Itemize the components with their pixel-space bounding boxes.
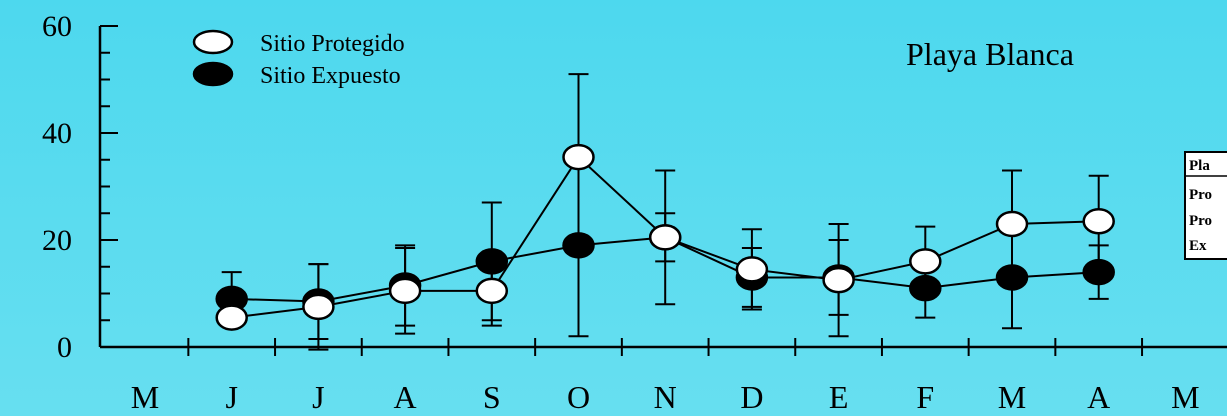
legend-label-protegido: Sitio Protegido bbox=[260, 31, 405, 57]
x-tick-label: D bbox=[740, 379, 763, 415]
inset-row-0: Pla bbox=[1189, 158, 1210, 174]
inset-row-2: Pro bbox=[1189, 213, 1212, 229]
legend-marker-expuesto bbox=[192, 61, 234, 87]
y-tick-labels: 0 20 40 60 bbox=[42, 10, 72, 364]
error-bars-protegido bbox=[308, 73, 1109, 351]
data-point bbox=[735, 256, 769, 283]
inset-table: Pla Pro Pro Ex bbox=[1184, 151, 1227, 260]
inset-row-1: Pro bbox=[1189, 187, 1212, 203]
x-tick-label: J bbox=[225, 379, 237, 415]
legend-label-expuesto: Sitio Expuesto bbox=[260, 63, 401, 89]
data-point bbox=[475, 277, 509, 305]
data-point bbox=[1082, 258, 1115, 286]
data-point bbox=[562, 232, 595, 259]
data-point bbox=[215, 304, 248, 331]
data-point bbox=[1082, 208, 1115, 235]
data-point bbox=[822, 266, 855, 294]
x-tick-label: J bbox=[312, 379, 324, 415]
data-point bbox=[302, 293, 335, 321]
data-point bbox=[909, 248, 942, 275]
legend: Sitio Protegido Sitio Expuesto bbox=[192, 29, 405, 89]
chart-title: Playa Blanca bbox=[906, 36, 1074, 72]
data-point bbox=[475, 248, 509, 275]
data-point bbox=[909, 274, 942, 302]
data-point bbox=[648, 224, 682, 251]
y-tick-label: 40 bbox=[42, 117, 72, 150]
x-tick-label: A bbox=[1087, 379, 1110, 415]
series-layer bbox=[215, 73, 1115, 351]
axes bbox=[98, 25, 1227, 356]
data-point bbox=[995, 210, 1029, 238]
y-tick-label: 20 bbox=[42, 224, 72, 257]
x-tick-label: E bbox=[829, 379, 849, 415]
data-point bbox=[562, 143, 595, 171]
y-tick-label: 60 bbox=[42, 10, 72, 43]
x-tick-label: S bbox=[483, 379, 501, 415]
x-tick-label: F bbox=[916, 379, 934, 415]
data-point bbox=[995, 264, 1029, 291]
x-tick-label: M bbox=[131, 379, 159, 415]
inset-row-3: Ex bbox=[1189, 238, 1207, 254]
data-point bbox=[388, 277, 422, 305]
x-tick-label: N bbox=[654, 379, 677, 415]
x-tick-label: A bbox=[394, 379, 417, 415]
markers-protegido bbox=[215, 143, 1115, 331]
y-tick-label: 0 bbox=[57, 331, 72, 364]
x-tick-label: O bbox=[567, 379, 590, 415]
x-tick-label: M bbox=[998, 379, 1026, 415]
legend-marker-protegido bbox=[192, 29, 234, 55]
x-tick-label: M bbox=[1171, 379, 1199, 415]
inset-table-frame bbox=[1184, 151, 1227, 260]
